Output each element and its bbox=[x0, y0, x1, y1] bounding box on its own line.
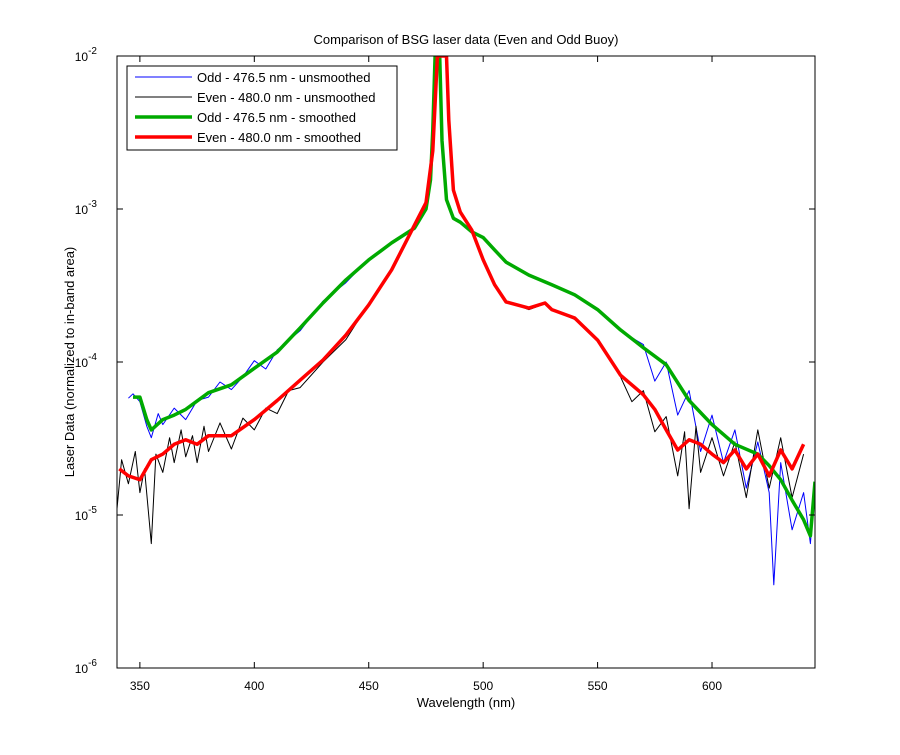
y-tick-base: 10 bbox=[75, 50, 89, 64]
y-tick-base: 10 bbox=[75, 662, 89, 676]
legend-label: Even - 480.0 nm - smoothed bbox=[197, 130, 361, 145]
lines bbox=[117, 56, 815, 586]
y-tick-label: 10-5 bbox=[75, 505, 98, 523]
legend-label: Odd - 476.5 nm - smoothed bbox=[197, 110, 356, 125]
chart-title: Comparison of BSG laser data (Even and O… bbox=[314, 32, 619, 47]
x-tick-label: 550 bbox=[588, 679, 608, 693]
x-tick-label: 600 bbox=[702, 679, 722, 693]
y-tick-label: 10-6 bbox=[75, 658, 98, 676]
x-tick-label: 500 bbox=[473, 679, 493, 693]
series-line bbox=[118, 56, 806, 482]
legend-box bbox=[126, 65, 398, 151]
y-tick-exponent: -4 bbox=[88, 352, 97, 363]
legend-label: Even - 480.0 nm - unsmoothed bbox=[197, 90, 376, 105]
y-tick-label: 10-3 bbox=[75, 199, 98, 217]
y-tick-base: 10 bbox=[75, 509, 89, 523]
plot-area bbox=[117, 56, 815, 668]
y-tick-base: 10 bbox=[75, 356, 89, 370]
x-tick-label: 400 bbox=[244, 679, 264, 693]
legend-label: Odd - 476.5 nm - unsmoothed bbox=[197, 70, 370, 85]
legend: Odd - 476.5 nm - unsmoothed Even - 480.0 … bbox=[126, 65, 398, 151]
x-tick-label: 450 bbox=[359, 679, 379, 693]
x-tick-label: 350 bbox=[130, 679, 150, 693]
y-tick-exponent: -5 bbox=[88, 505, 97, 516]
x-axis-label: Wavelength (nm) bbox=[417, 695, 516, 710]
series-line bbox=[133, 56, 815, 538]
y-axis-label: Laser Data (normalized to in-band area) bbox=[62, 247, 77, 478]
y-tick-exponent: -6 bbox=[88, 658, 97, 669]
y-tick-base: 10 bbox=[75, 203, 89, 217]
y-tick-label: 10-2 bbox=[75, 46, 98, 64]
y-tick-label: 10-4 bbox=[75, 352, 98, 370]
y-tick-exponent: -3 bbox=[88, 199, 97, 210]
y-tick-exponent: -2 bbox=[88, 46, 97, 57]
